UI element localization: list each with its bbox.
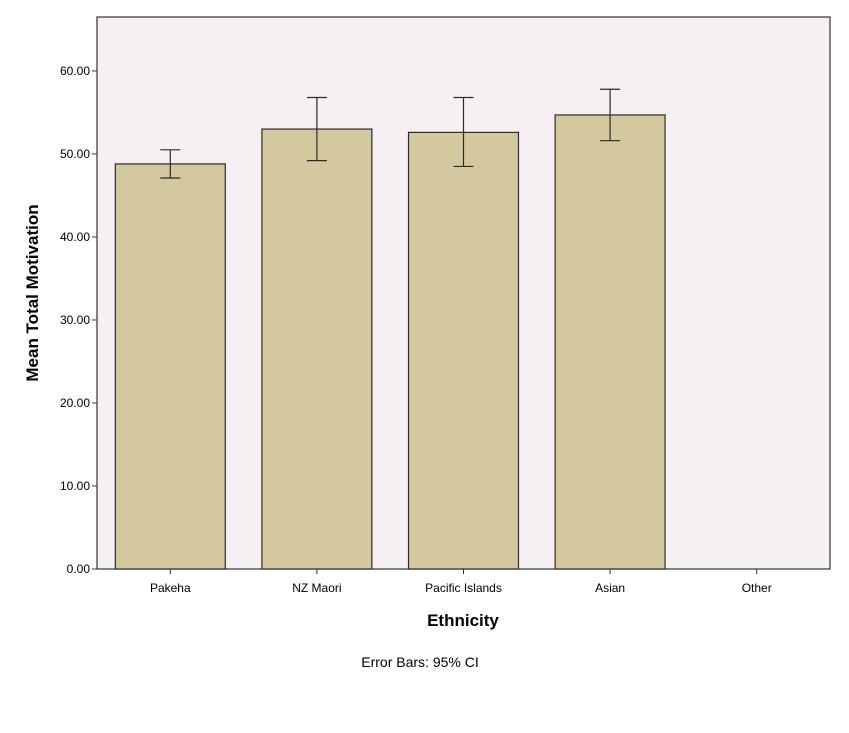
y-tick-label: 20.00	[60, 396, 90, 410]
x-tick-label: Asian	[595, 581, 625, 595]
x-axis-title: Ethnicity	[427, 611, 499, 630]
bar-asian	[554, 114, 666, 570]
y-axis-title: Mean Total Motivation	[23, 204, 42, 381]
x-tick-label: Pakeha	[150, 581, 191, 595]
bar-pakeha	[114, 163, 226, 570]
error-bars-group	[160, 88, 621, 179]
y-tick-label: 50.00	[60, 147, 90, 161]
y-tick-label: 60.00	[60, 64, 90, 78]
bar-pacific-islands	[407, 131, 520, 570]
y-tick-label: 30.00	[60, 313, 90, 327]
y-axis-ticks: 0.00 10.00 20.00 30.00 40.00 50.00 60.00	[60, 64, 97, 576]
bars-group	[114, 114, 666, 570]
error-bar-pakeha	[160, 149, 181, 179]
error-bars-footnote: Error Bars: 95% CI	[361, 654, 478, 670]
bar-nz-maori	[261, 128, 373, 570]
y-tick-label: 0.00	[67, 562, 91, 576]
error-bar-pacific-islands	[453, 96, 474, 168]
error-bar-nz-maori	[306, 96, 327, 162]
error-bar-asian	[600, 88, 621, 142]
x-tick-label: Pacific Islands	[425, 581, 502, 595]
x-tick-label: NZ Maori	[292, 581, 341, 595]
y-tick-label: 10.00	[60, 479, 90, 493]
y-tick-label: 40.00	[60, 230, 90, 244]
x-axis-ticks: Pakeha NZ Maori Pacific Islands Asian Other	[150, 569, 772, 595]
x-tick-label: Other	[742, 581, 772, 595]
